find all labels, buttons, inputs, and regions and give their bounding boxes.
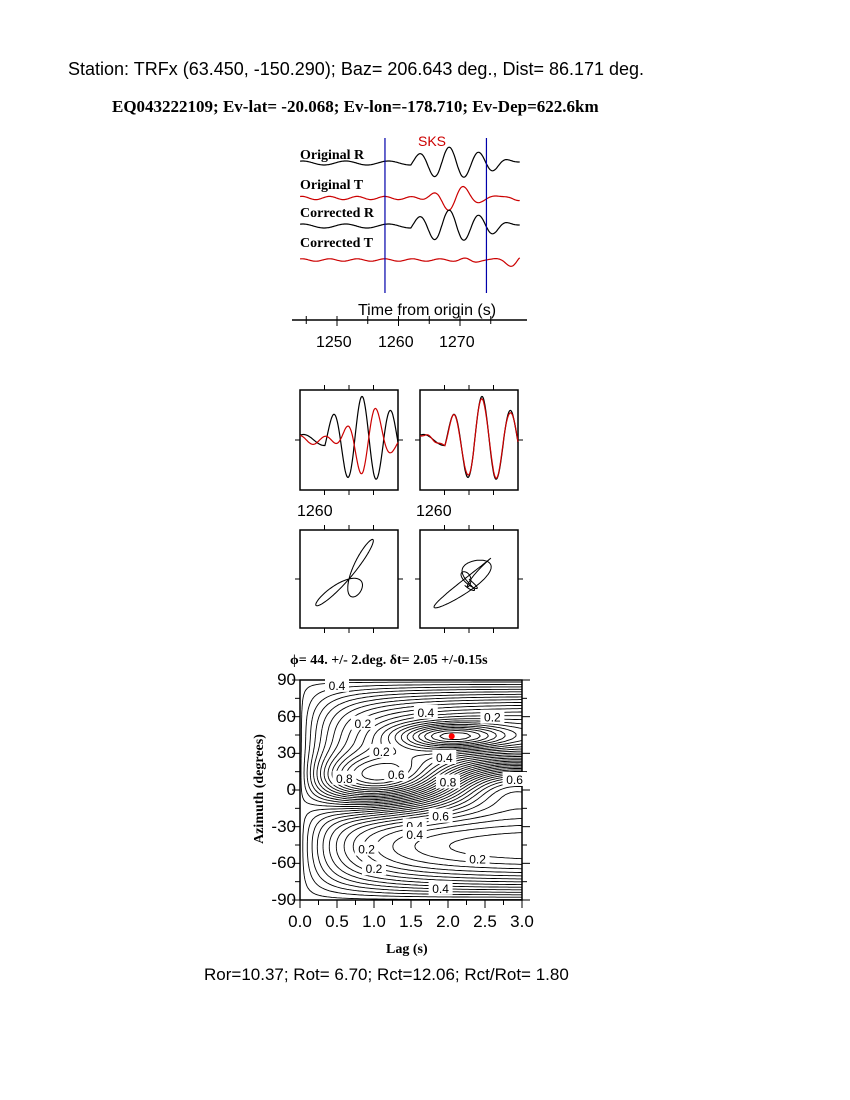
contour-label-bg [436,774,460,789]
contour-label: 0.2 [355,717,372,731]
contour-label: 0.8 [336,772,353,786]
azimuth-tick: 90 [277,670,296,689]
overlay-original-t [299,407,399,475]
event-info: EQ043222109; Ev-lat= -20.068; Ev-lon=-17… [112,97,599,116]
particle-motion-original-path [315,538,374,607]
overlay-tick-right: 1260 [416,503,452,520]
overlay-tick-left: 1260 [297,503,333,520]
contour-label: 0.2 [469,852,486,866]
lag-tick: 1.0 [362,912,386,931]
lag-tick: 0.0 [288,912,312,931]
contour-label-bg [502,772,527,786]
trace-corrected-t [300,257,521,267]
lag-axis-label: Lag (s) [386,942,428,957]
phase-label: SKS [418,133,447,149]
contour-label-bg [465,851,490,866]
contour-label-bg [384,767,409,782]
lag-tick: 1.5 [399,912,423,931]
lag-tick: 2.0 [436,912,460,931]
lag-tick: 3.0 [510,912,534,931]
ratio-summary: Ror=10.37; Rot= 6.70; Rct=12.06; Rct/Rot… [204,965,569,984]
time-axis-label: Time from origin (s) [358,302,497,319]
azimuth-tick: -30 [271,817,296,836]
contour-label: 0.2 [484,711,501,725]
time-tick-1260: 1260 [378,334,414,351]
contour-label: 0.8 [440,775,457,789]
contour-label: 0.6 [432,810,449,824]
contour-label-bg [413,704,438,719]
overlay-corrected-fast [420,398,519,479]
contour-label-bg [428,880,453,895]
contour-label: 0.4 [329,679,346,693]
azimuth-tick: -60 [271,853,296,872]
trace-original-t [300,185,520,211]
contour-label-bg [350,715,375,730]
contour-label-bg [428,808,453,823]
contour-label-bg [362,861,386,876]
lag-tick: 0.5 [325,912,349,931]
contour-label-bg [369,743,394,758]
best-fit-marker [448,733,455,740]
lag-tick: 2.5 [473,912,497,931]
azimuth-tick: 30 [277,743,296,762]
time-tick-1270: 1270 [439,334,475,351]
azimuth-tick: 60 [277,707,296,726]
time-tick-1250: 1250 [316,334,352,351]
overlay-original-r [299,395,399,480]
trace-original-r [300,146,520,178]
contour-label: 0.6 [388,768,405,782]
contour-label-bg [332,770,357,785]
trace-label-original-r: Original R [300,148,365,163]
contour-label: 0.2 [373,745,390,759]
particle-motion-corrected-path [433,557,492,609]
contour-label: 0.4 [406,828,423,842]
trace-corrected-r [300,209,520,241]
contour-label-bg [432,750,457,764]
contour-label-bg [402,827,427,841]
trace-label-original-t: Original T [300,178,364,193]
contour-label-bg [354,841,379,856]
contour-label: 0.2 [358,843,375,857]
trace-label-corrected-r: Corrected R [300,206,374,221]
contour-label: 0.4 [436,751,453,765]
azimuth-tick: 0 [286,780,296,799]
trace-label-corrected-t: Corrected T [300,236,373,251]
contour-label: 0.6 [506,773,523,787]
station-info: Station: TRFx (63.450, -150.290); Baz= 2… [68,59,645,79]
contour-label-bg [480,709,505,724]
contour-label: 0.2 [366,862,383,876]
contour-label: 0.4 [417,706,434,720]
contour-label: 0.4 [432,882,449,896]
contour-label-bg [325,677,349,692]
splitting-result-title: ϕ= 44. +/- 2.deg. δt= 2.05 +/-0.15s [290,653,488,668]
azimuth-tick: -90 [271,890,296,909]
